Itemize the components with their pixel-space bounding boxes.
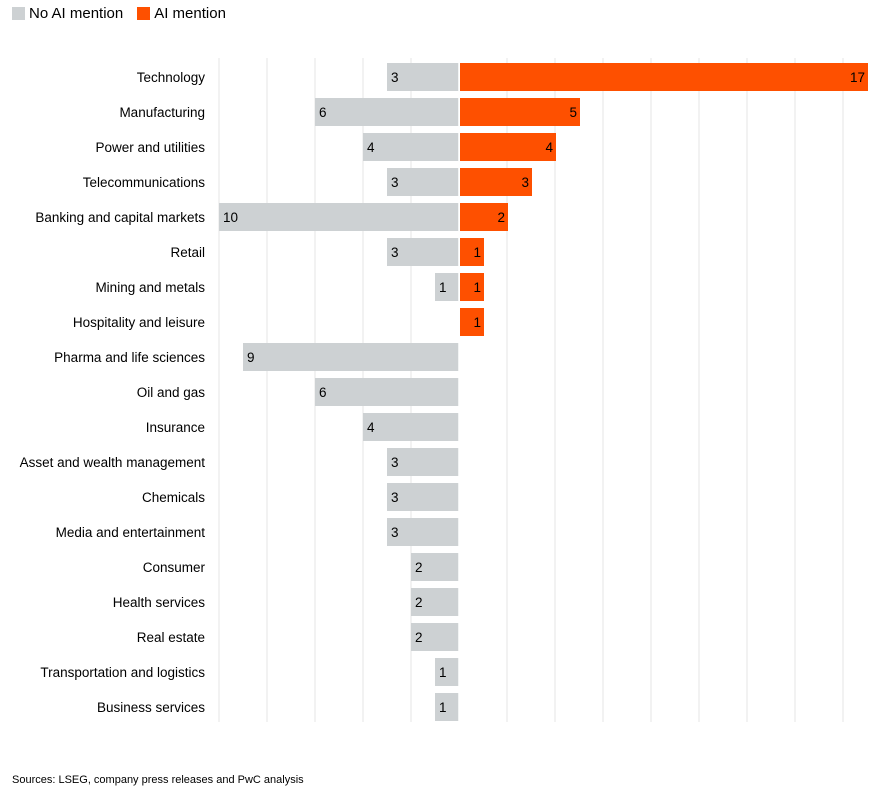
category-label: Insurance bbox=[146, 420, 205, 435]
source-note: Sources: LSEG, company press releases an… bbox=[12, 774, 304, 786]
bar-no-ai bbox=[435, 693, 459, 721]
data-label-ai: 2 bbox=[497, 210, 505, 225]
bar-no-ai bbox=[387, 518, 459, 546]
bar-no-ai bbox=[315, 378, 459, 406]
category-label: Chemicals bbox=[142, 490, 205, 505]
data-label-no-ai: 9 bbox=[247, 350, 255, 365]
bar-ai bbox=[460, 273, 484, 301]
category-label: Technology bbox=[137, 70, 206, 85]
legend-swatch-no-ai bbox=[12, 7, 25, 20]
category-label: Retail bbox=[170, 245, 205, 260]
bar-no-ai bbox=[435, 658, 459, 686]
category-label: Power and utilities bbox=[95, 140, 205, 155]
data-label-no-ai: 4 bbox=[367, 420, 375, 435]
legend-label-ai: AI mention bbox=[154, 5, 226, 22]
bar-no-ai bbox=[387, 448, 459, 476]
bar-ai bbox=[460, 98, 580, 126]
category-label: Mining and metals bbox=[95, 280, 205, 295]
category-label: Real estate bbox=[137, 630, 205, 645]
data-label-no-ai: 2 bbox=[415, 630, 423, 645]
category-label: Transportation and logistics bbox=[40, 665, 205, 680]
bar-ai bbox=[460, 133, 556, 161]
category-label: Asset and wealth management bbox=[20, 455, 206, 470]
data-label-no-ai: 1 bbox=[439, 665, 447, 680]
bar-no-ai bbox=[411, 553, 459, 581]
bar-no-ai bbox=[387, 238, 459, 266]
bar-no-ai bbox=[363, 133, 459, 161]
bar-no-ai bbox=[387, 63, 459, 91]
category-label: Manufacturing bbox=[119, 105, 205, 120]
legend-item-no-ai: No AI mention bbox=[12, 5, 123, 22]
bar-no-ai bbox=[243, 343, 459, 371]
category-label: Banking and capital markets bbox=[35, 210, 205, 225]
data-label-ai: 3 bbox=[521, 175, 529, 190]
data-label-no-ai: 3 bbox=[391, 70, 399, 85]
bar-ai bbox=[460, 168, 532, 196]
data-label-ai: 4 bbox=[545, 140, 553, 155]
category-label: Hospitality and leisure bbox=[73, 315, 205, 330]
data-label-ai: 1 bbox=[473, 280, 481, 295]
data-label-no-ai: 6 bbox=[319, 385, 327, 400]
data-label-no-ai: 6 bbox=[319, 105, 327, 120]
data-label-no-ai: 2 bbox=[415, 595, 423, 610]
legend-label-no-ai: No AI mention bbox=[29, 5, 124, 22]
bar-no-ai bbox=[363, 413, 459, 441]
legend: No AI mention AI mention bbox=[12, 5, 240, 22]
data-label-no-ai: 2 bbox=[415, 560, 423, 575]
category-label: Business services bbox=[97, 700, 205, 715]
data-label-ai: 1 bbox=[473, 245, 481, 260]
data-label-no-ai: 3 bbox=[391, 490, 399, 505]
data-label-no-ai: 4 bbox=[367, 140, 375, 155]
bar-no-ai bbox=[219, 203, 459, 231]
category-label: Health services bbox=[113, 595, 206, 610]
data-label-ai: 5 bbox=[569, 105, 577, 120]
category-label: Pharma and life sciences bbox=[54, 350, 205, 365]
data-label-no-ai: 3 bbox=[391, 525, 399, 540]
bar-no-ai bbox=[411, 623, 459, 651]
category-label: Telecommunications bbox=[83, 175, 206, 190]
bar-no-ai bbox=[387, 168, 459, 196]
category-label: Oil and gas bbox=[137, 385, 206, 400]
data-label-no-ai: 1 bbox=[439, 700, 447, 715]
data-label-no-ai: 10 bbox=[223, 210, 238, 225]
data-label-no-ai: 1 bbox=[439, 280, 447, 295]
data-label-no-ai: 3 bbox=[391, 455, 399, 470]
data-label-ai: 17 bbox=[850, 70, 865, 85]
data-label-ai: 1 bbox=[473, 315, 481, 330]
bar-no-ai bbox=[411, 588, 459, 616]
bar-ai bbox=[460, 63, 868, 91]
bar-no-ai bbox=[315, 98, 459, 126]
bar-ai bbox=[460, 308, 484, 336]
bar-no-ai bbox=[435, 273, 459, 301]
data-label-no-ai: 3 bbox=[391, 175, 399, 190]
bar-ai bbox=[460, 203, 508, 231]
bar-ai bbox=[460, 238, 484, 266]
bar-chart: Technology 3 17 Manufacturing 6 5 Power and ut… bbox=[20, 58, 868, 722]
legend-swatch-ai bbox=[137, 7, 151, 20]
data-label-no-ai: 3 bbox=[391, 245, 399, 260]
legend-item-ai: AI mention bbox=[137, 5, 226, 22]
category-label: Media and entertainment bbox=[56, 525, 206, 540]
category-label: Consumer bbox=[143, 560, 206, 575]
bar-no-ai bbox=[387, 483, 459, 511]
